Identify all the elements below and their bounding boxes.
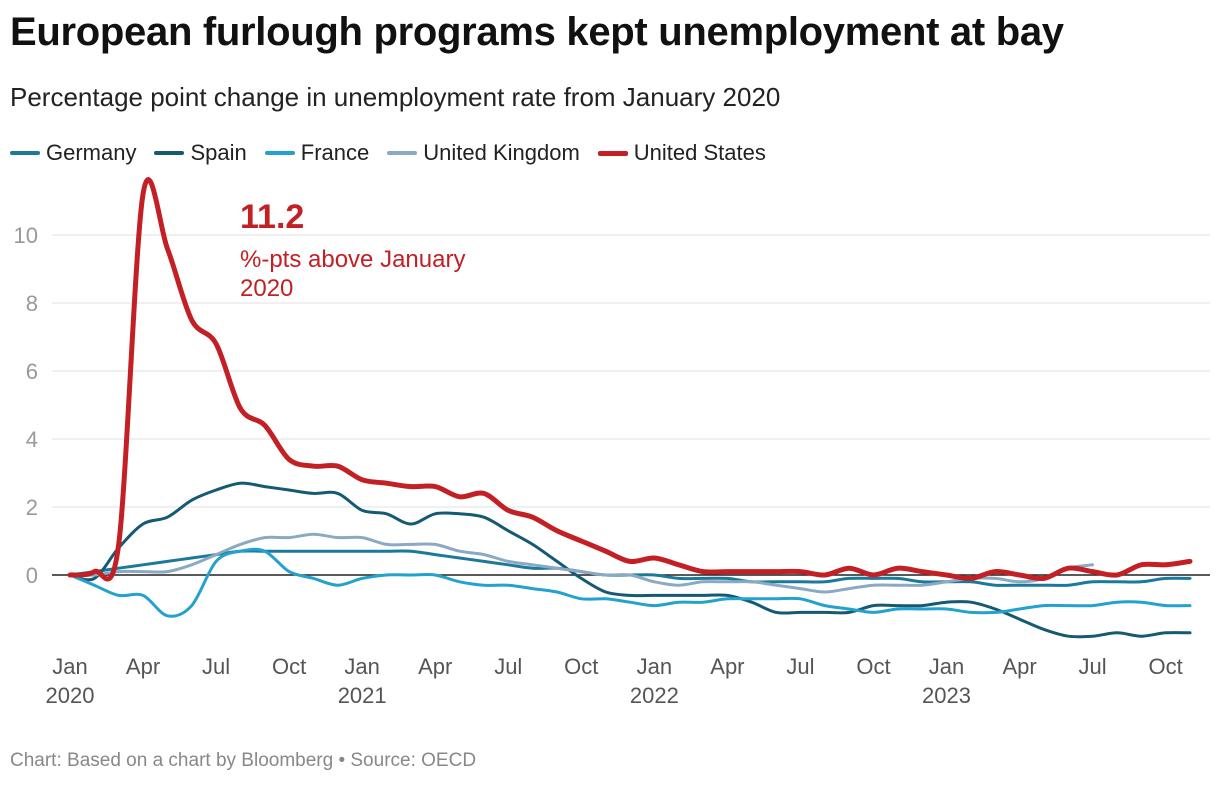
x-tick-year-2023: 2023 bbox=[922, 683, 971, 708]
x-tick-label-30: Jul bbox=[786, 654, 814, 679]
x-tick-label-33: Oct bbox=[856, 654, 890, 679]
legend-item-spain[interactable]: Spain bbox=[154, 140, 247, 166]
series-line-united-kingdom[interactable] bbox=[68, 532, 1095, 594]
legend-item-united-kingdom[interactable]: United Kingdom bbox=[387, 140, 580, 166]
y-tick-label-6: 6 bbox=[26, 359, 38, 384]
x-tick-label-18: Jul bbox=[494, 654, 522, 679]
x-axis-labels: Jan 2020 Apr Jul Oct Jan 2021 Apr Jul Oct Jan 2022 A… bbox=[46, 654, 1183, 708]
annotation-value: 11.2 bbox=[240, 198, 305, 236]
x-tick-label-24: Jan bbox=[637, 654, 672, 679]
x-tick-label-36: Jan bbox=[929, 654, 964, 679]
legend-label-spain: Spain bbox=[190, 140, 247, 165]
grid-lines bbox=[52, 234, 1210, 576]
legend-swatch-spain bbox=[154, 151, 185, 155]
legend-label-united-kingdom: United Kingdom bbox=[423, 140, 580, 165]
x-tick-label-15: Apr bbox=[418, 654, 452, 679]
y-tick-label-4: 4 bbox=[26, 427, 38, 452]
x-tick-label-9: Oct bbox=[272, 654, 306, 679]
chart-subtitle: Percentage point change in unemployment … bbox=[10, 82, 781, 112]
source-footer: Chart: Based on a chart by Bloomberg • S… bbox=[10, 750, 477, 771]
legend-swatch-united-states bbox=[597, 150, 628, 156]
legend-label-united-states: United States bbox=[633, 140, 766, 165]
x-tick-label-3: Apr bbox=[126, 654, 160, 679]
legend: Germany Spain France United Kingdom Unit… bbox=[10, 140, 766, 166]
legend-swatch-france bbox=[264, 151, 295, 155]
x-tick-label-12: Jan bbox=[344, 654, 379, 679]
legend-label-germany: Germany bbox=[46, 140, 137, 165]
x-tick-year-2020: 2020 bbox=[46, 683, 95, 708]
x-tick-label-21: Oct bbox=[564, 654, 598, 679]
series-line-germany[interactable] bbox=[68, 549, 1192, 587]
chart-title: European furlough programs kept unemploy… bbox=[10, 10, 1064, 54]
y-tick-label-8: 8 bbox=[26, 291, 38, 316]
series-lines bbox=[67, 177, 1193, 639]
y-axis-labels: 0 2 4 6 8 10 bbox=[14, 223, 38, 588]
legend-swatch-germany bbox=[10, 151, 40, 155]
y-tick-label-0: 0 bbox=[26, 563, 38, 588]
legend-item-united-states[interactable]: United States bbox=[597, 140, 766, 166]
x-tick-label-6: Jul bbox=[202, 654, 230, 679]
annotation-text: %-pts above January 2020 bbox=[240, 246, 466, 302]
x-tick-year-2021: 2021 bbox=[338, 683, 387, 708]
legend-item-germany[interactable]: Germany bbox=[10, 140, 136, 166]
y-tick-label-10: 10 bbox=[14, 223, 38, 248]
legend-label-france: France bbox=[300, 140, 370, 165]
x-tick-label-39: Apr bbox=[1002, 654, 1036, 679]
x-tick-label-45: Oct bbox=[1149, 654, 1183, 679]
y-tick-label-2: 2 bbox=[26, 495, 38, 520]
x-tick-year-2022: 2022 bbox=[630, 683, 679, 708]
legend-swatch-united-kingdom bbox=[387, 151, 418, 155]
x-tick-label-0: Jan bbox=[52, 654, 87, 679]
legend-item-france[interactable]: France bbox=[264, 140, 370, 166]
series-line-france[interactable] bbox=[68, 547, 1192, 618]
x-tick-label-27: Apr bbox=[710, 654, 744, 679]
series-line-united-states[interactable] bbox=[67, 177, 1193, 582]
x-tick-label-42: Jul bbox=[1079, 654, 1107, 679]
